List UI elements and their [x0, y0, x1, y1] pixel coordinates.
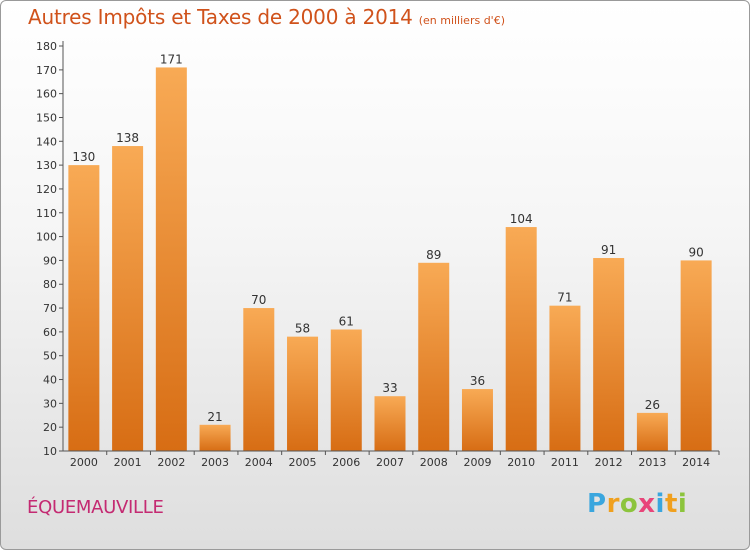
x-tick-label-2003: 2003 — [201, 456, 229, 469]
data-label-2009: 36 — [470, 374, 485, 388]
y-tick-label: 140 — [36, 135, 57, 148]
x-tick-label-2005: 2005 — [289, 456, 317, 469]
data-label-2004: 70 — [251, 293, 266, 307]
data-label-2007: 33 — [382, 381, 397, 395]
x-tick-label-2010: 2010 — [507, 456, 535, 469]
y-tick-label: 40 — [43, 374, 57, 387]
y-tick-label: 10 — [43, 445, 57, 458]
y-tick-label: 160 — [36, 88, 57, 101]
x-tick-label-2006: 2006 — [332, 456, 360, 469]
data-label-2001: 138 — [116, 131, 139, 145]
y-tick-label: 120 — [36, 183, 57, 196]
logo-letter: t — [664, 489, 678, 519]
data-label-2013: 26 — [645, 398, 660, 412]
bars: 130 138 171 21 70 58 61 33 89 36 104 71 91 26 90 — [68, 52, 712, 452]
x-tick-label-2004: 2004 — [245, 456, 273, 469]
x-tick-label-2014: 2014 — [682, 456, 710, 469]
data-label-2005: 58 — [295, 322, 310, 336]
y-tick-label: 180 — [36, 40, 57, 53]
y-tick-label: 20 — [43, 421, 57, 434]
x-tick-label-2013: 2013 — [638, 456, 666, 469]
logo-letter: i — [677, 489, 688, 519]
town-name: ÉQUEMAUVILLE — [27, 497, 164, 518]
y-tick-label: 90 — [43, 254, 57, 267]
y-tick-label: 50 — [43, 350, 57, 363]
data-label-2000: 130 — [72, 150, 95, 164]
y-tick-label: 60 — [43, 326, 57, 339]
data-label-2014: 90 — [688, 245, 703, 259]
y-tick-label: 110 — [36, 207, 57, 220]
bar-2003 — [199, 424, 231, 451]
bar-2009 — [461, 389, 493, 451]
bar-2002 — [155, 67, 187, 452]
proxiti-logo: Proxiti — [587, 489, 687, 519]
logo-letter: o — [619, 489, 639, 519]
data-label-2010: 104 — [510, 212, 533, 226]
x-tick-label-2008: 2008 — [420, 456, 448, 469]
x-tick-label-2000: 2000 — [70, 456, 98, 469]
unit-note: (en milliers d'€) — [418, 14, 505, 27]
chart-title-text: Autres Impôts et Taxes de 2000 à 2014 — [28, 5, 413, 29]
logo-letter: P — [587, 489, 607, 519]
y-tick-label: 150 — [36, 111, 57, 124]
bar-2014 — [680, 260, 712, 451]
x-tick-label-2007: 2007 — [376, 456, 404, 469]
bar-2008 — [418, 262, 450, 451]
bar-2011 — [549, 305, 581, 451]
y-tick-label: 100 — [36, 231, 57, 244]
bar-2007 — [374, 396, 406, 451]
x-tick-label-2012: 2012 — [595, 456, 623, 469]
logo-letter: i — [655, 489, 665, 519]
bar-2004 — [243, 308, 275, 451]
x-axis: 2000 2001 2002 2003 2004 2005 2006 2007 2008 2009… — [63, 450, 720, 469]
bar-2000 — [68, 165, 100, 451]
chart-title: Autres Impôts et Taxes de 2000 à 2014 (en… — [28, 5, 505, 29]
x-tick-label-2011: 2011 — [551, 456, 579, 469]
data-label-2006: 61 — [339, 315, 354, 329]
y-tick-label: 30 — [43, 397, 57, 410]
bar-2013 — [636, 412, 668, 451]
bar-2012 — [593, 258, 625, 451]
y-tick-label: 170 — [36, 64, 57, 77]
y-tick-label: 80 — [43, 278, 57, 291]
bar-2010 — [505, 227, 537, 451]
y-axis: 10 20 30 40 50 60 70 80 90 100 110 120 130 140 150 160 1… — [36, 40, 64, 458]
x-tick-label-2001: 2001 — [114, 456, 142, 469]
data-label-2012: 91 — [601, 243, 616, 257]
y-tick-label: 70 — [43, 302, 57, 315]
x-tick-label-2009: 2009 — [463, 456, 491, 469]
bar-2001 — [112, 146, 144, 451]
x-tick-label-2002: 2002 — [157, 456, 185, 469]
data-label-2008: 89 — [426, 248, 441, 262]
bar-2006 — [330, 329, 362, 451]
logo-letter: r — [606, 489, 620, 519]
data-label-2003: 21 — [207, 410, 222, 424]
bar-2005 — [287, 336, 319, 451]
y-tick-label: 130 — [36, 159, 57, 172]
data-label-2002: 171 — [160, 52, 183, 66]
data-label-2011: 71 — [557, 291, 572, 305]
logo-letter: x — [638, 489, 656, 519]
